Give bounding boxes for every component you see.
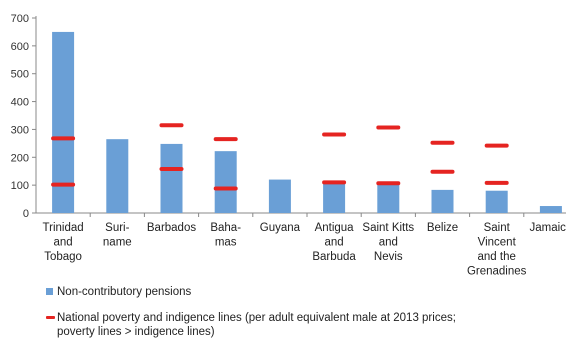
x-category-label-line: Jamaica: [529, 222, 566, 234]
legend-label-lines-1: National poverty and indigence lines (pe…: [57, 312, 456, 324]
bar: [214, 151, 237, 213]
bar: [431, 189, 454, 213]
y-tick-label: 600: [11, 41, 29, 53]
x-category-label-line: Grenadines: [467, 266, 527, 278]
x-category-label: Barbados: [147, 222, 196, 234]
category-labels: Trinidad and Tobago Suri-name Barbados Baha-m…: [43, 222, 566, 278]
x-category-label: Baha-mas: [210, 222, 241, 249]
legend-label-lines-2: poverty lines > indigence lines): [57, 326, 215, 338]
bar: [52, 31, 75, 213]
x-category-label-line: Tobago: [44, 251, 82, 263]
x-category-label-line: Saint Kitts: [362, 222, 414, 234]
bar: [539, 206, 562, 213]
y-tick-label: 100: [11, 180, 29, 192]
x-category-label: Saint Kitts and Nevis: [362, 222, 414, 263]
x-category-label-line: Barbuda: [312, 251, 356, 263]
x-category-label-line: and: [54, 237, 73, 249]
x-category-label: Jamaica: [529, 222, 566, 234]
legend-item-pensions: Non-contributory pensions: [46, 285, 346, 301]
x-category-label-line: Belize: [427, 222, 458, 234]
y-tick-label: 300: [11, 124, 29, 136]
x-category-label-line: Baha-: [210, 222, 241, 234]
y-tick-label: 0: [23, 208, 29, 220]
legend-label-lines: National poverty and indigence lines (pe…: [57, 311, 456, 339]
x-category-label-line: name: [103, 237, 132, 249]
x-category-label-line: and: [325, 237, 344, 249]
x-category-label-line: Guyana: [260, 222, 301, 234]
y-tick-label: 700: [11, 13, 29, 25]
x-category-label-line: and the: [478, 251, 516, 263]
y-tick-label: 500: [11, 69, 29, 81]
y-tick-label: 200: [11, 152, 29, 164]
x-category-label: Trinidad and Tobago: [43, 222, 84, 263]
x-category-label: Guyana: [260, 222, 301, 234]
bar: [268, 179, 291, 213]
x-category-label: Suri-name: [103, 222, 132, 249]
legend-label-pensions: Non-contributory pensions: [57, 286, 192, 298]
chart-plot: 0 100 200 300 400 500 600 700 Trinidad and Tobago…: [11, 13, 566, 278]
x-category-label: Belize: [427, 222, 458, 234]
line-markers: [51, 123, 509, 191]
bar: [323, 182, 346, 213]
x-category-label-line: Barbados: [147, 222, 196, 234]
bar: [485, 190, 508, 213]
bar: [160, 143, 183, 213]
x-category-label-line: Antigua: [315, 222, 355, 234]
x-category-label-line: mas: [215, 237, 237, 249]
legend-swatch-line: [46, 316, 55, 319]
legend-swatch-bar: [46, 288, 53, 295]
x-category-label: Saint Vincent and the Grenadines: [467, 222, 527, 278]
x-category-label-line: Saint: [484, 222, 511, 234]
x-category-label: Antigua and Barbuda: [312, 222, 356, 263]
x-category-label-line: Nevis: [374, 251, 403, 263]
x-category-label-line: Trinidad: [43, 222, 84, 234]
bars: [52, 31, 562, 213]
x-category-label-line: Vincent: [478, 237, 517, 249]
y-tick-label: 400: [11, 97, 29, 109]
x-category-label-line: and: [379, 237, 398, 249]
bar: [377, 183, 400, 213]
bar: [106, 139, 129, 213]
legend-item-lines: National poverty and indigence lines (pe…: [46, 311, 566, 341]
x-category-label-line: Suri-: [105, 222, 129, 234]
